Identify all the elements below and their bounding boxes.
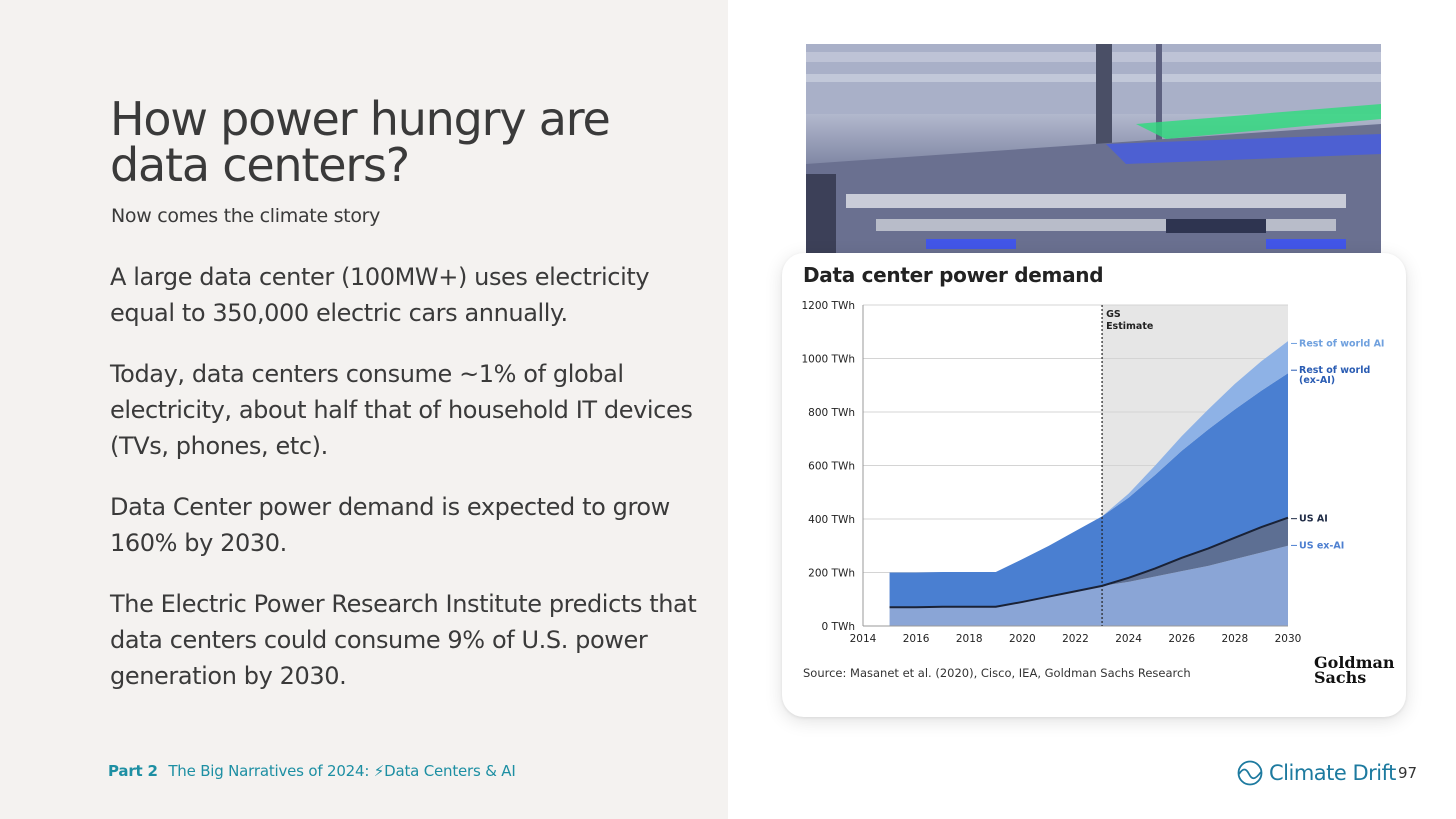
y-tick-label: 800 TWh [808, 407, 855, 419]
series-label: US AI [1299, 514, 1328, 525]
x-tick-label: 2016 [903, 633, 930, 645]
area-series-2 [889, 373, 1288, 608]
x-tick-label: 2022 [1062, 633, 1089, 645]
logo-line-2: Sachs [1314, 668, 1367, 687]
x-tick-label: 2018 [956, 633, 983, 645]
y-tick-label: 1200 TWh [801, 300, 855, 312]
us-ai-line [889, 516, 1289, 609]
data-center-photo-icon [806, 44, 1381, 254]
footer-part: Part 2 [108, 762, 158, 780]
chart-title: Data center power demand [803, 263, 1104, 287]
lightning-icon: ⚡ [373, 762, 385, 780]
x-tick-label: 2014 [850, 633, 877, 645]
y-tick-label: 600 TWh [808, 461, 855, 473]
brand-logo[interactable]: Climate Drift [1236, 758, 1396, 788]
x-tick-label: 2024 [1115, 633, 1142, 645]
footer-section-prefix: The Big Narratives of 2024: [168, 762, 370, 780]
series-label: Rest of world [1299, 365, 1370, 376]
paragraph-2: Today, data centers consume ~1% of globa… [110, 360, 693, 460]
page-subtitle: Now comes the climate story [111, 205, 381, 227]
paragraph-1: A large data center (100MW+) uses electr… [110, 263, 650, 327]
goldman-sachs-logo: Goldman Sachs [1314, 653, 1395, 687]
chart-card: Data center power demand 0 TWh 200 TWh 400… [782, 253, 1406, 717]
series-label: Rest of world AI [1299, 338, 1384, 349]
left-panel: How power hungry are data centers? Now c… [0, 0, 728, 819]
footer-section-label[interactable]: Part 2 The Big Narratives of 2024: ⚡Data… [108, 762, 516, 780]
x-tick-label: 2030 [1275, 633, 1302, 645]
page-number: 97 [1398, 764, 1418, 782]
page-title: How power hungry are data centers? [110, 92, 611, 192]
estimate-label: Estimate [1106, 321, 1153, 332]
y-tick-label: 400 TWh [808, 514, 855, 526]
x-tick-label: 2020 [1009, 633, 1036, 645]
estimate-label: GS [1106, 309, 1121, 320]
y-tick-label: 200 TWh [808, 568, 855, 580]
area-series-0 [889, 545, 1288, 626]
y-tick-label: 0 TWh [822, 621, 855, 633]
y-tick-label: 1000 TWh [801, 354, 855, 366]
paragraph-4: The Electric Power Research Institute pr… [110, 590, 697, 690]
brand-name: Climate Drift [1269, 761, 1396, 785]
paragraph-3: Data Center power demand is expected to … [110, 493, 670, 557]
logo-line-1: Goldman [1314, 653, 1395, 672]
series-label: (ex-AI) [1299, 375, 1335, 386]
x-tick-label: 2026 [1168, 633, 1195, 645]
data-center-photo [806, 44, 1381, 254]
climate-drift-icon [1237, 760, 1263, 786]
x-tick-label: 2028 [1222, 633, 1249, 645]
power-demand-chart: 0 TWh 200 TWh 400 TWh 600 TWh 800 TWh 1000 TW… [801, 300, 1384, 645]
series-label: US ex-AI [1299, 540, 1344, 551]
chart-source: Source: Masanet et al. (2020), Cisco, IE… [803, 666, 1191, 680]
footer-section-name: Data Centers & AI [384, 762, 516, 780]
area-series-1 [889, 517, 1288, 608]
